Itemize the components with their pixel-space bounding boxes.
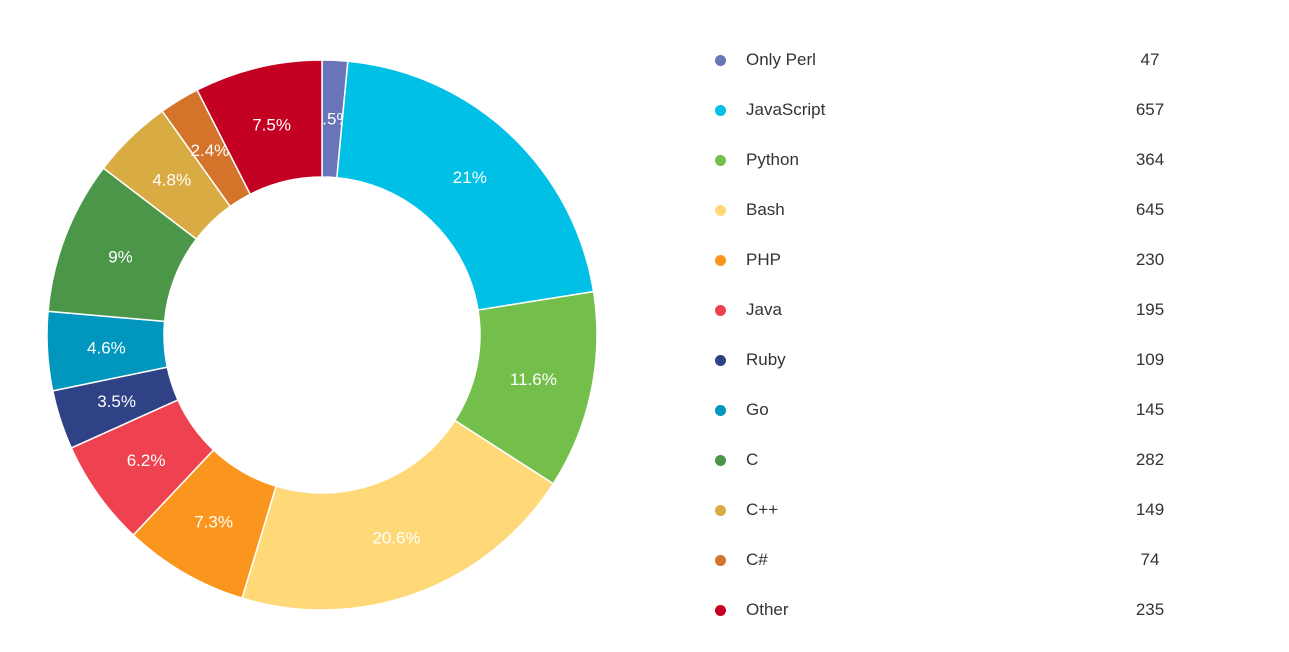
legend-item[interactable]: C# 74 xyxy=(700,535,1180,585)
slice-percent-label: 21% xyxy=(453,168,487,187)
legend-item[interactable]: PHP 230 xyxy=(700,235,1180,285)
legend-color-dot-icon xyxy=(715,104,726,116)
legend-value: 109 xyxy=(1135,350,1165,369)
donut-chart-svg: 1.5%21%11.6%20.6%7.3%6.2%3.5%4.6%9%4.8%2… xyxy=(46,59,598,611)
legend-label: Go xyxy=(746,400,769,419)
legend-color-dot-icon xyxy=(715,404,726,416)
legend-label: PHP xyxy=(746,250,781,269)
legend-label: Ruby xyxy=(746,350,786,369)
legend-item[interactable]: Java 195 xyxy=(700,285,1180,335)
slice-percent-label: 3.5% xyxy=(97,392,136,411)
slice-percent-label: 20.6% xyxy=(372,528,420,547)
legend-label: C# xyxy=(746,550,768,569)
slice-percent-label: 6.2% xyxy=(127,451,166,470)
legend-value: 74 xyxy=(1140,550,1160,569)
slice-percent-label: 9% xyxy=(108,248,133,267)
legend-label: JavaScript xyxy=(746,100,826,119)
legend-label: Other xyxy=(746,600,789,619)
slice-percent-label: 11.6% xyxy=(510,370,557,389)
legend-color-dot-icon xyxy=(715,504,726,516)
legend-color-dot-icon xyxy=(715,54,726,66)
legend-color-dot-icon xyxy=(715,354,726,366)
legend-item[interactable]: C 282 xyxy=(700,435,1180,485)
legend-label: C++ xyxy=(746,500,779,519)
legend-value: 230 xyxy=(1135,250,1165,269)
legend-value: 645 xyxy=(1135,200,1165,219)
legend-color-dot-icon xyxy=(715,604,726,616)
legend-color-dot-icon xyxy=(715,454,726,466)
legend-item[interactable]: C++ 149 xyxy=(700,485,1180,535)
legend-item[interactable]: Only Perl 47 xyxy=(700,35,1180,85)
donut-chart: 1.5% 21% 11.6% 20.6% 7.3% 6.2% 3.5% 4.6% 9% 4.8% 2… xyxy=(46,59,598,611)
legend-color-dot-icon xyxy=(715,254,726,266)
legend-value: 657 xyxy=(1135,100,1165,119)
legend-item[interactable]: Bash 645 xyxy=(700,185,1180,235)
slice-percent-label: 4.8% xyxy=(152,170,191,189)
donut-slice-javascript[interactable] xyxy=(336,60,595,311)
legend-item[interactable]: JavaScript 657 xyxy=(700,85,1180,135)
slice-percent-label: 7.3% xyxy=(194,512,233,531)
legend-item[interactable]: Python 364 xyxy=(700,135,1180,185)
chart-legend: Only Perl 47 JavaScript 657 Python 364 Bash 645… xyxy=(700,35,1180,635)
legend-value: 282 xyxy=(1135,450,1165,469)
legend-value: 235 xyxy=(1135,600,1165,619)
legend-color-dot-icon xyxy=(715,304,726,316)
donut-slice-bash[interactable] xyxy=(241,419,555,611)
slice-percent-label: 4.6% xyxy=(87,338,126,357)
legend-label: Python xyxy=(746,150,799,169)
legend-color-dot-icon xyxy=(715,554,726,566)
slice-percent-label: 2.4% xyxy=(191,141,230,160)
legend-label: C xyxy=(746,450,759,469)
legend-value: 195 xyxy=(1135,300,1165,319)
legend-item[interactable]: Other 235 xyxy=(700,585,1180,635)
legend-label: Bash xyxy=(746,200,785,219)
legend-label: Only Perl xyxy=(746,50,816,69)
legend-color-dot-icon xyxy=(715,204,726,216)
legend-item[interactable]: Ruby 109 xyxy=(700,335,1180,385)
legend-item[interactable]: Go 145 xyxy=(700,385,1180,435)
legend-value: 47 xyxy=(1140,50,1160,69)
legend-value: 364 xyxy=(1135,150,1165,169)
legend-label: Java xyxy=(746,300,782,319)
donut-slice-other[interactable] xyxy=(196,59,323,196)
legend-value: 149 xyxy=(1135,500,1165,519)
slice-percent-label: 7.5% xyxy=(252,116,291,135)
legend-color-dot-icon xyxy=(715,154,726,166)
legend-value: 145 xyxy=(1135,400,1165,419)
